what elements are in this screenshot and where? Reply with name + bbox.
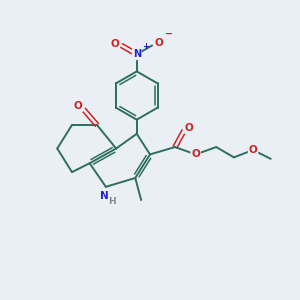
Text: O: O xyxy=(154,38,163,48)
Text: O: O xyxy=(74,101,82,111)
Text: N: N xyxy=(133,49,141,59)
Text: O: O xyxy=(111,39,119,49)
Text: O: O xyxy=(185,123,194,133)
Text: −: − xyxy=(165,29,173,39)
Text: O: O xyxy=(249,145,257,155)
Text: N: N xyxy=(100,191,109,201)
Text: +: + xyxy=(142,42,149,51)
Text: O: O xyxy=(191,149,200,159)
Text: H: H xyxy=(109,197,116,206)
